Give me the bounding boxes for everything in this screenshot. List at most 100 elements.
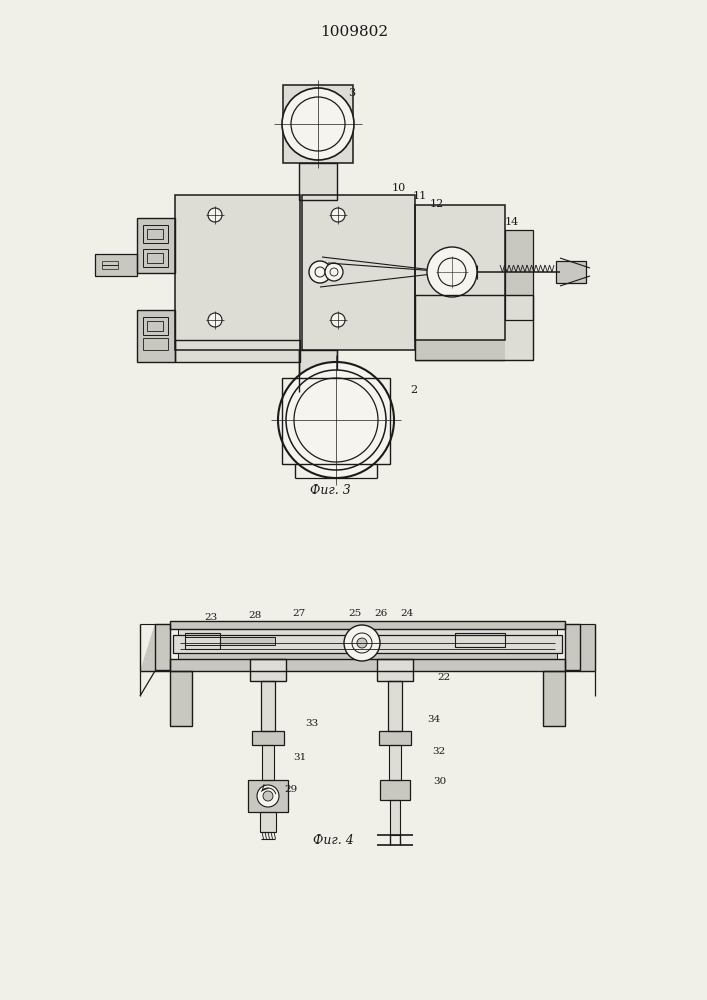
Bar [178, 653, 557, 659]
Text: 26: 26 [374, 608, 387, 617]
Bar [155, 624, 170, 670]
Bar [380, 780, 410, 800]
Bar [260, 812, 276, 832]
Bar [505, 230, 533, 320]
Circle shape [357, 638, 367, 648]
Bar [283, 85, 353, 163]
Polygon shape [565, 624, 595, 671]
Circle shape [315, 267, 325, 277]
Bar [565, 624, 580, 670]
Polygon shape [140, 624, 170, 671]
Bar [95, 254, 137, 276]
Bar [379, 731, 411, 745]
Bar [415, 295, 533, 360]
Bar [248, 780, 288, 812]
Bar [250, 659, 286, 681]
Text: 34: 34 [427, 716, 440, 724]
Bar [261, 681, 275, 731]
Text: 29: 29 [284, 786, 297, 794]
Bar [505, 230, 533, 320]
Text: 27: 27 [292, 609, 305, 618]
Bar [388, 681, 402, 731]
Bar [143, 317, 168, 335]
Bar [302, 195, 415, 350]
Bar [175, 340, 300, 362]
Circle shape [208, 208, 222, 222]
Text: 22: 22 [437, 674, 450, 682]
Circle shape [330, 268, 338, 276]
Bar [565, 624, 580, 670]
Bar [137, 310, 175, 362]
Bar [261, 681, 275, 731]
Circle shape [294, 378, 378, 462]
Bar [282, 378, 390, 464]
Bar [415, 295, 533, 360]
Bar [143, 249, 168, 267]
Bar [299, 350, 337, 392]
Circle shape [438, 258, 466, 286]
Circle shape [263, 791, 273, 801]
Bar [170, 671, 192, 726]
Circle shape [282, 88, 354, 160]
Bar [556, 261, 586, 283]
Circle shape [331, 313, 345, 327]
Bar [302, 195, 415, 350]
Bar [415, 340, 505, 362]
Bar [185, 633, 220, 649]
Bar [543, 671, 565, 726]
Bar [170, 621, 565, 629]
Bar [389, 745, 401, 780]
Circle shape [309, 261, 331, 283]
Bar [248, 780, 288, 812]
Bar [137, 218, 175, 273]
Text: 25: 25 [348, 608, 361, 617]
Bar [556, 261, 586, 283]
Bar [147, 229, 163, 239]
Text: 24: 24 [400, 608, 414, 617]
Text: 11: 11 [413, 191, 427, 201]
Text: 12: 12 [430, 199, 444, 209]
Bar [252, 731, 284, 745]
Bar [543, 671, 565, 726]
Bar [388, 681, 402, 731]
Bar [185, 637, 275, 645]
Bar [283, 85, 353, 163]
Bar [143, 338, 168, 350]
Bar [377, 659, 413, 681]
Text: 10: 10 [392, 183, 407, 193]
Circle shape [325, 263, 343, 281]
Bar [415, 205, 505, 340]
Text: 33: 33 [305, 718, 318, 728]
Text: 30: 30 [433, 778, 446, 786]
Bar [299, 350, 337, 392]
Circle shape [427, 247, 477, 297]
Text: 1009802: 1009802 [320, 25, 388, 39]
Bar [262, 745, 274, 780]
Bar [173, 635, 562, 653]
Circle shape [344, 625, 380, 661]
Bar [377, 659, 413, 681]
Bar [143, 225, 168, 243]
Text: 32: 32 [432, 748, 445, 756]
Bar [170, 621, 565, 629]
Bar [415, 205, 505, 340]
Bar [170, 659, 565, 671]
Bar [137, 218, 175, 273]
Text: 23: 23 [204, 613, 217, 622]
Bar [185, 637, 275, 645]
Bar [185, 633, 220, 649]
Bar [102, 261, 118, 269]
Text: 31: 31 [293, 752, 306, 762]
Text: 2: 2 [410, 385, 417, 395]
Bar [175, 195, 300, 350]
Bar [178, 653, 557, 659]
Text: Фиг. 4: Фиг. 4 [312, 834, 354, 846]
Circle shape [257, 785, 279, 807]
Circle shape [286, 370, 386, 470]
Bar [389, 745, 401, 780]
Bar [178, 629, 557, 635]
Text: Фиг. 3: Фиг. 3 [310, 484, 351, 496]
Bar [260, 812, 276, 832]
Bar [173, 635, 562, 653]
Bar [455, 633, 505, 647]
